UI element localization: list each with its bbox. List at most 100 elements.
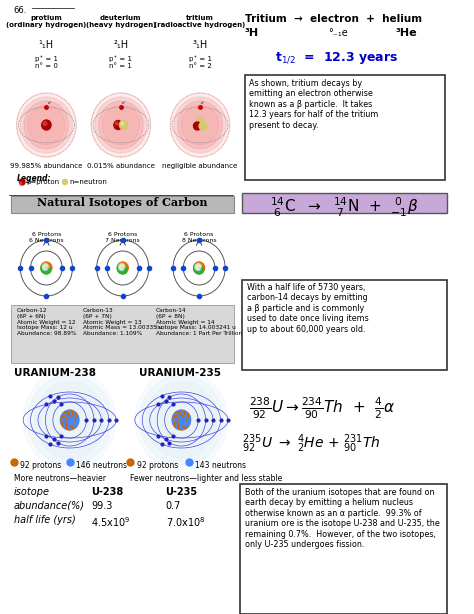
Text: As shown, tritium decays by
emitting an electron otherwise
known as a β particle: As shown, tritium decays by emitting an …: [249, 79, 379, 130]
Circle shape: [121, 263, 128, 270]
Circle shape: [193, 122, 201, 130]
Text: Carbon-12
(6P + 6N)
Atomic Weight = 12
Isotope Mass: 12 u
Abundance: 98.89%: Carbon-12 (6P + 6N) Atomic Weight = 12 I…: [17, 308, 76, 336]
Circle shape: [62, 412, 69, 420]
Circle shape: [68, 410, 75, 419]
Circle shape: [45, 263, 52, 270]
Circle shape: [64, 410, 71, 419]
Circle shape: [120, 262, 126, 269]
Circle shape: [176, 416, 183, 424]
FancyBboxPatch shape: [242, 280, 447, 370]
Circle shape: [170, 93, 230, 157]
Circle shape: [119, 265, 126, 271]
Text: URANIUM-238: URANIUM-238: [14, 368, 96, 378]
Circle shape: [41, 263, 48, 270]
Circle shape: [120, 267, 126, 274]
Circle shape: [198, 263, 204, 270]
Circle shape: [121, 268, 123, 271]
Circle shape: [199, 122, 207, 130]
Circle shape: [28, 105, 65, 145]
Circle shape: [95, 97, 147, 153]
Circle shape: [196, 262, 203, 269]
Circle shape: [194, 266, 201, 273]
Circle shape: [43, 122, 47, 125]
Circle shape: [66, 422, 73, 430]
Text: More neutrons—heavier: More neutrons—heavier: [14, 474, 106, 483]
Circle shape: [196, 264, 198, 266]
Circle shape: [19, 179, 25, 185]
Circle shape: [123, 266, 125, 268]
Circle shape: [118, 262, 125, 269]
Text: isotope: isotope: [14, 487, 50, 497]
Circle shape: [183, 416, 191, 424]
Circle shape: [119, 268, 121, 270]
Text: 6 Protons
8 Neutrons: 6 Protons 8 Neutrons: [182, 232, 217, 243]
Text: half life (yrs): half life (yrs): [14, 515, 75, 525]
Circle shape: [179, 415, 186, 422]
Circle shape: [24, 101, 69, 149]
Circle shape: [46, 268, 48, 270]
Circle shape: [61, 414, 68, 422]
Circle shape: [118, 266, 121, 269]
Circle shape: [177, 418, 184, 426]
Text: Natural Isotopes of Carbon: Natural Isotopes of Carbon: [36, 196, 207, 208]
Circle shape: [178, 410, 185, 418]
FancyBboxPatch shape: [242, 193, 447, 213]
Text: ²₁H: ²₁H: [113, 40, 128, 50]
Circle shape: [199, 264, 201, 266]
Circle shape: [193, 265, 200, 271]
Circle shape: [194, 263, 201, 270]
Circle shape: [195, 265, 197, 267]
Circle shape: [120, 268, 122, 271]
Text: 66.: 66.: [14, 6, 27, 15]
Circle shape: [42, 267, 45, 270]
Circle shape: [117, 264, 124, 271]
Circle shape: [65, 415, 72, 422]
Text: Legend:: Legend:: [17, 174, 51, 183]
Circle shape: [20, 97, 73, 153]
Circle shape: [43, 267, 50, 274]
Circle shape: [175, 410, 183, 419]
Circle shape: [121, 122, 124, 125]
Text: e⁻: e⁻: [201, 101, 206, 105]
Text: e⁻: e⁻: [47, 101, 52, 105]
Text: p⁺ = 1
n° = 0: p⁺ = 1 n° = 0: [35, 55, 58, 69]
Text: p⁺ = 1
n° = 2: p⁺ = 1 n° = 2: [189, 55, 211, 69]
Circle shape: [177, 415, 184, 422]
Circle shape: [146, 382, 217, 458]
Circle shape: [139, 375, 223, 465]
Circle shape: [117, 265, 124, 272]
Text: 99.3: 99.3: [91, 501, 112, 511]
Circle shape: [62, 420, 69, 428]
Circle shape: [119, 120, 128, 130]
Circle shape: [196, 267, 203, 274]
Text: p=proton: p=proton: [27, 179, 60, 185]
Text: 4.5x10$^9$: 4.5x10$^9$: [91, 515, 131, 529]
Circle shape: [135, 370, 228, 470]
Circle shape: [43, 268, 46, 270]
Circle shape: [118, 263, 124, 270]
Circle shape: [45, 263, 46, 266]
Text: e⁻: e⁻: [122, 101, 127, 105]
Circle shape: [198, 268, 200, 271]
Circle shape: [41, 265, 47, 271]
Circle shape: [199, 268, 201, 270]
Circle shape: [121, 262, 128, 270]
FancyBboxPatch shape: [240, 484, 447, 614]
Text: $\frac{238}{92}$U$\rightarrow\frac{234}{90}$Th  +  $\frac{4}{2}\alpha$: $\frac{238}{92}$U$\rightarrow\frac{234}{…: [249, 395, 395, 421]
Text: 7.0x10$^8$: 7.0x10$^8$: [165, 515, 205, 529]
Circle shape: [180, 422, 187, 430]
Circle shape: [45, 266, 46, 268]
Text: 0.7: 0.7: [165, 501, 181, 511]
Circle shape: [71, 414, 79, 422]
Text: URANIUM-235: URANIUM-235: [139, 368, 221, 378]
Text: 6 Protons
7 Neutrons: 6 Protons 7 Neutrons: [105, 232, 140, 243]
Circle shape: [195, 266, 197, 268]
Circle shape: [180, 410, 187, 419]
Text: ¹₁H: ¹₁H: [39, 40, 54, 50]
Circle shape: [197, 268, 199, 271]
Text: $^{235}_{92}$U $\rightarrow$ $^{4}_{2}$He + $^{231}_{90}$Th: $^{235}_{92}$U $\rightarrow$ $^{4}_{2}$H…: [242, 432, 381, 454]
Circle shape: [34, 382, 105, 458]
Circle shape: [174, 420, 181, 428]
Text: 0.015% abundance: 0.015% abundance: [87, 163, 155, 169]
Text: tritium
(radioactive hydrogen): tritium (radioactive hydrogen): [155, 15, 246, 28]
